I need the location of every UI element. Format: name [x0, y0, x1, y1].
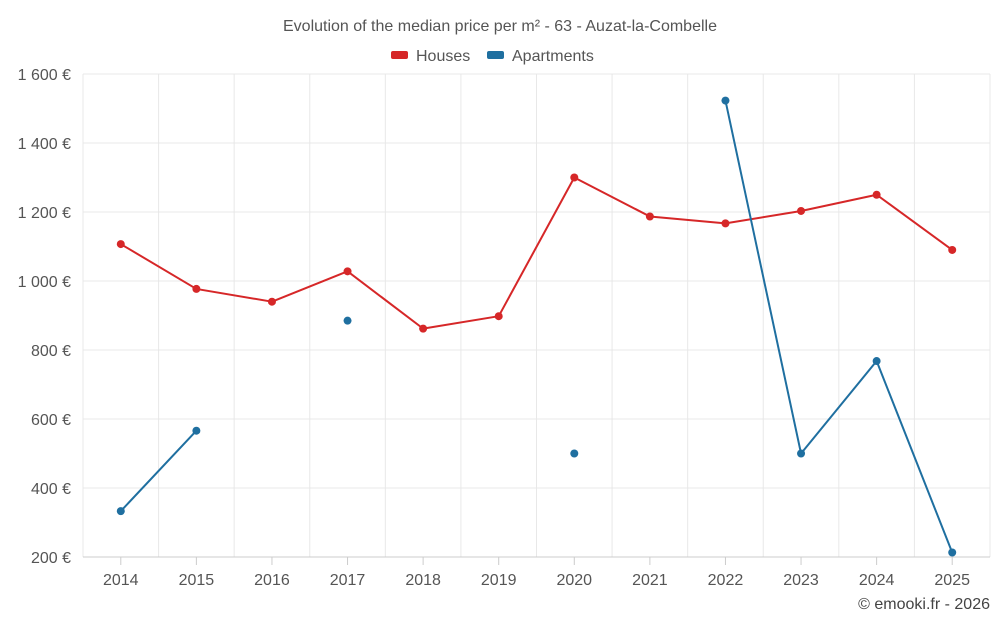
data-point-houses[interactable] — [267, 297, 276, 306]
x-tick-label: 2022 — [708, 572, 744, 589]
data-point-apartments[interactable] — [570, 449, 579, 458]
x-tick-label: 2023 — [783, 572, 819, 589]
series-line-apartments — [724, 99, 803, 455]
data-point-houses[interactable] — [116, 240, 125, 249]
y-tick-label: 1 000 € — [18, 274, 71, 291]
series-line-houses — [875, 193, 954, 251]
x-tick-label: 2017 — [330, 572, 366, 589]
data-point-houses[interactable] — [570, 173, 579, 182]
data-point-houses[interactable] — [343, 267, 352, 276]
x-tick-label: 2025 — [934, 572, 970, 589]
chart-title: Evolution of the median price per m² - 6… — [283, 18, 717, 35]
legend-item-apartments[interactable]: Apartments — [487, 48, 594, 65]
y-tick-label: 600 € — [31, 412, 71, 429]
series-line-houses — [270, 270, 349, 303]
data-point-apartments[interactable] — [116, 507, 125, 516]
legend: Houses Apartments — [391, 48, 594, 65]
data-point-houses[interactable] — [872, 190, 881, 199]
series-apartments — [116, 96, 957, 557]
y-tick-label: 1 200 € — [18, 205, 71, 222]
x-tick-label: 2016 — [254, 572, 290, 589]
x-tick-label: 2021 — [632, 572, 668, 589]
data-point-apartments[interactable] — [343, 316, 352, 325]
data-point-apartments[interactable] — [948, 548, 957, 557]
y-axis: 200 € 400 € 600 € 800 € 1 000 € 1 200 € 1 400 … — [18, 67, 71, 567]
series-houses — [116, 173, 957, 333]
series-line-houses — [195, 287, 273, 303]
x-tick-label: 2020 — [556, 572, 592, 589]
data-point-houses[interactable] — [721, 219, 730, 228]
legend-item-houses[interactable]: Houses — [391, 48, 470, 65]
series-line-houses — [422, 315, 500, 330]
series-line-apartments — [800, 360, 878, 455]
data-point-apartments[interactable] — [192, 426, 201, 435]
legend-swatch-houses — [391, 51, 408, 59]
y-tick-label: 400 € — [31, 481, 71, 498]
legend-label-apartments: Apartments — [512, 48, 594, 65]
legend-swatch-apartments — [487, 51, 504, 59]
x-tick-label: 2019 — [481, 572, 517, 589]
y-tick-label: 1 400 € — [18, 136, 71, 153]
series-line-houses — [724, 209, 803, 225]
series-line-houses — [648, 215, 727, 225]
data-point-apartments[interactable] — [872, 357, 881, 366]
credit: © emooki.fr - 2026 — [858, 596, 990, 613]
series-line-houses — [497, 176, 576, 318]
x-tick-label: 2014 — [103, 572, 139, 589]
y-tick-label: 800 € — [31, 343, 71, 360]
x-tick-label: 2015 — [179, 572, 215, 589]
y-tick-label: 1 600 € — [18, 67, 71, 84]
series-line-apartments — [119, 429, 198, 513]
series-line-houses — [346, 270, 425, 330]
data-point-houses[interactable] — [645, 212, 654, 221]
y-tick-label: 200 € — [31, 550, 71, 567]
x-tick-label: 2024 — [859, 572, 895, 589]
series-layer — [116, 96, 957, 557]
data-point-houses[interactable] — [797, 206, 806, 215]
series-line-apartments — [875, 360, 954, 554]
data-point-houses[interactable] — [948, 245, 957, 254]
data-point-apartments[interactable] — [721, 96, 730, 105]
gridlines — [82, 73, 991, 557]
data-point-apartments[interactable] — [797, 449, 806, 458]
series-line-houses — [573, 176, 651, 218]
x-tick-label: 2018 — [405, 572, 441, 589]
legend-label-houses: Houses — [416, 48, 470, 65]
series-line-houses — [119, 243, 198, 290]
x-axis: 2014 2015 2016 2017 2018 2019 2020 2021 2022 2023… — [83, 556, 990, 589]
data-point-houses[interactable] — [419, 324, 428, 333]
series-line-houses — [800, 193, 878, 212]
data-point-houses[interactable] — [494, 312, 503, 321]
data-point-houses[interactable] — [192, 284, 201, 293]
